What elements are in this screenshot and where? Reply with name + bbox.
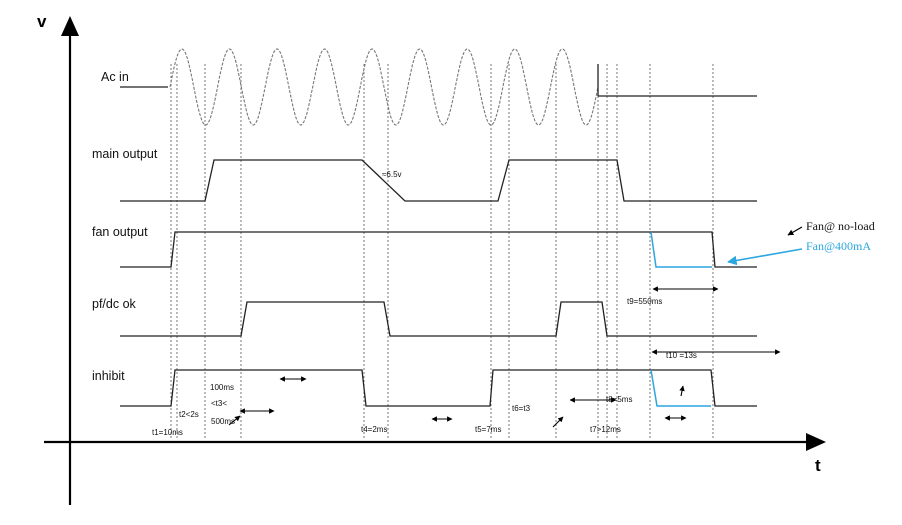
legend-load-label: Fan@400mA (806, 239, 871, 253)
t1-annotation: t1=10ms (152, 428, 183, 437)
pf-dc-ok-waveform (120, 301, 757, 337)
inhibit-signal: inhibit (92, 369, 757, 407)
timing-annotations: t1=10ms t2<2s 100ms <t3< 500ms t4=2ms t5… (152, 286, 781, 437)
t2-annotation: t2<2s (179, 410, 199, 419)
main-output-waveform (120, 159, 757, 202)
x-axis-arrowhead (806, 433, 826, 451)
ac-in-label: Ac in (101, 70, 129, 84)
t3-annotation-line2: <t3< (211, 399, 227, 408)
fan-output-label: fan output (92, 225, 148, 239)
t3-annotation-line1: 100ms (210, 383, 234, 392)
main-output-signal: main output ≈6.5v (92, 147, 757, 202)
x-axis-label: t (815, 456, 821, 475)
t3-annotation-line3: 500ms (211, 417, 235, 426)
inhibit-label: inhibit (92, 369, 125, 383)
t7-annotation: t7>12ms (590, 425, 621, 434)
t6-annotation: t6=t3 (512, 404, 531, 413)
fan-output-400ma-waveform (650, 231, 712, 268)
fan-output-signal: fan output (92, 225, 757, 268)
legend-no-load-label: Fan@ no-load (806, 219, 875, 233)
v65-annotation: ≈6.5v (382, 170, 402, 179)
guide-lines (170, 64, 714, 438)
inhibit-waveform (120, 369, 757, 407)
y-axis-label: v (37, 12, 47, 31)
pf-dc-ok-label: pf/dc ok (92, 297, 137, 311)
legend-no-load-arrow (787, 226, 803, 236)
pointer-arrow (552, 416, 564, 428)
t4-annotation: t4=2ms (361, 425, 387, 434)
y-axis-arrowhead (61, 16, 79, 36)
t8-annotation: t8=5ms (606, 395, 632, 404)
pf-dc-ok-signal: pf/dc ok (92, 297, 757, 337)
t9-annotation: t9=550ms (627, 297, 662, 306)
pointer-arrow (228, 415, 241, 426)
legend: Fan@ no-load Fan@400mA (727, 219, 875, 266)
legend-load-arrow (727, 248, 803, 266)
ac-in-sine-wave (169, 48, 599, 126)
inhibit-400ma-waveform (650, 369, 711, 407)
ac-in-signal: Ac in (101, 48, 757, 126)
pointer-arrow (679, 385, 685, 397)
fan-output-waveform (120, 231, 757, 268)
t5-annotation: t5=7ms (475, 425, 501, 434)
axes: v t (37, 12, 826, 505)
main-output-label: main output (92, 147, 158, 161)
t10-annotation: t10 =13s (666, 351, 697, 360)
